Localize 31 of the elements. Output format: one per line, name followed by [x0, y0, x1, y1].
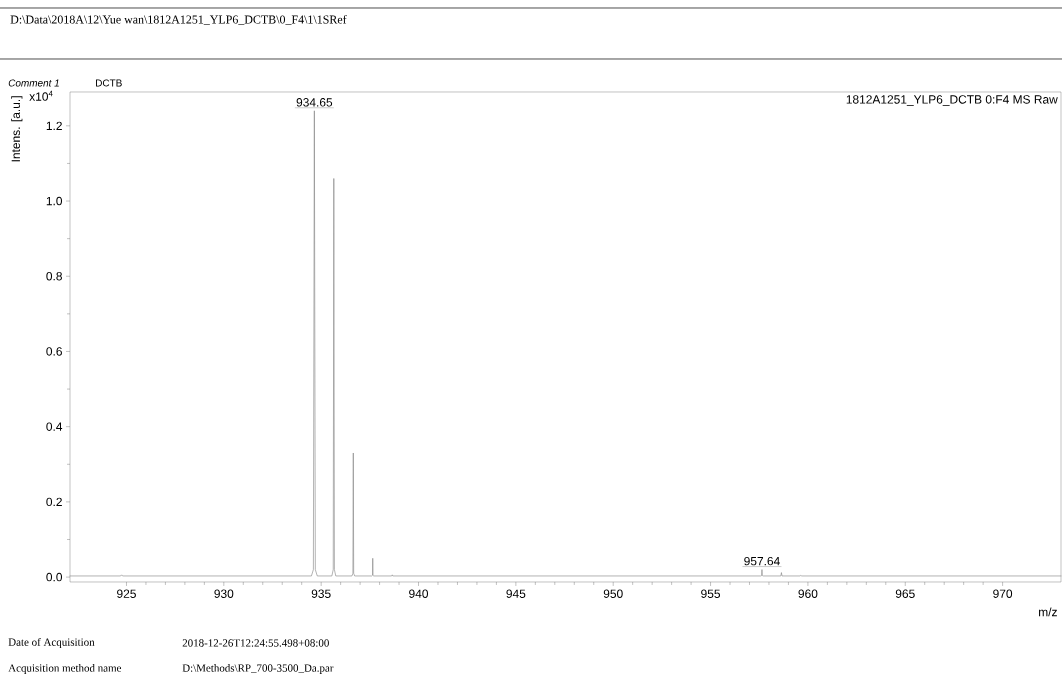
y-tick-label: 0.2	[46, 497, 62, 507]
text: D:\Data\2018A\12\Yue wan\1812A1251_YLP6_DCTB\0_F4\1\1SRef	[10, 15, 347, 25]
x-tick-label: 925	[117, 589, 136, 598]
text: x10$^{4}$	[29, 90, 53, 101]
y-tick-label: 0.4	[46, 422, 63, 431]
y-tick-label: 1.2	[46, 121, 62, 130]
annotation: 934.65	[296, 98, 333, 107]
text: D:\Methods\RP_700-3500_Da.par	[182, 664, 334, 674]
y-tick-label: 1.0	[46, 196, 63, 206]
x-tick-label: 965	[895, 589, 915, 598]
x-tick-label: 935	[311, 589, 331, 598]
line-series	[69, 110, 1062, 577]
x-tick-label: 955	[701, 589, 721, 598]
y-tick-label: 0.6	[46, 347, 62, 356]
annotation: 1812A1251_YLP6_DCTB 0:F4 MS Raw	[846, 95, 1058, 106]
annotation: 957.64	[744, 556, 780, 566]
x-axis-title: m/z	[1039, 607, 1057, 617]
y-tick-label: 0.8	[46, 272, 62, 281]
text: DCTB	[96, 79, 122, 87]
x-tick-label: 970	[993, 589, 1013, 598]
y-axis-title: Intens. [a.u.]	[11, 96, 23, 162]
text: Acquisition method name	[8, 664, 122, 674]
text: Date of Acquisition	[8, 637, 95, 648]
text: 2018-12-26T12:24:55.498+08:00	[182, 639, 329, 647]
x-tick-label: 945	[506, 589, 526, 598]
y-tick-label: 0.0	[46, 572, 63, 582]
x-tick-label: 950	[603, 589, 623, 598]
text: Comment 1	[8, 79, 59, 87]
x-tick-label: 930	[214, 589, 234, 598]
x-tick-label: 940	[409, 589, 429, 598]
x-tick-label: 960	[798, 589, 818, 598]
